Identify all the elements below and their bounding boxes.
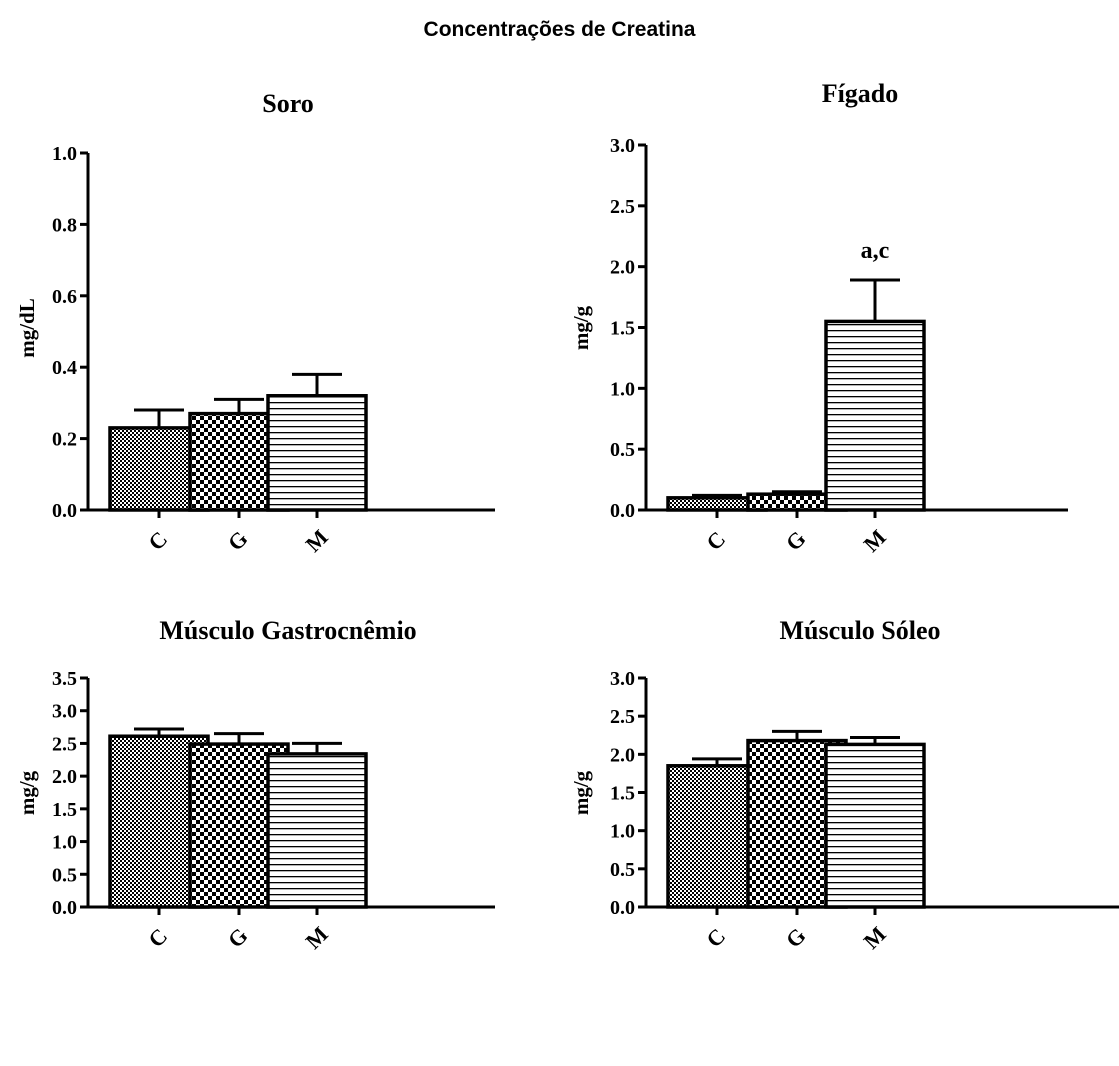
panel-3-y-tick-label: 3.5 (52, 668, 77, 690)
figure-title: Concentrações de Creatina (423, 18, 696, 41)
panel-4-category-label-C: C (701, 923, 730, 952)
panel-2-category-label-M: M (858, 524, 891, 557)
panel-4-y-tick-label: 3.0 (610, 668, 635, 690)
panel-2-category-label-C: C (701, 526, 730, 555)
panel-2-bar-M (824, 319, 926, 512)
panel-2-category-label-G: G (781, 526, 811, 556)
panel-2-y-tick-label: 3.0 (610, 135, 635, 157)
panel-1-bar-M (266, 394, 368, 512)
panel-1-y-tick-label: 0.6 (52, 286, 77, 308)
panel-3-category-label-C: C (143, 923, 172, 952)
panel-2-title: Fígado (822, 79, 899, 108)
panel-1-y-tick-label: 1.0 (52, 143, 77, 165)
panel-2-y-tick-label: 1.0 (610, 378, 635, 400)
panel-1-category-label-G: G (223, 526, 253, 556)
panel-2-y-tick-label: 0.5 (610, 439, 635, 461)
panel-3-y-tick-label: 1.0 (52, 832, 77, 854)
panel-1-category-label-M: M (300, 524, 333, 557)
panel-2-y-tick-label: 2.5 (610, 196, 635, 218)
panel-4-title: Músculo Sóleo (779, 616, 940, 645)
panel-3-y-tick-label: 3.0 (52, 701, 77, 723)
panel-3-bar-M (266, 752, 368, 909)
panel-1-y-tick-label: 0.0 (52, 500, 77, 522)
panel-3-y-tick-label: 1.5 (52, 799, 77, 821)
panel-2-annotation-M: a,c (861, 238, 890, 264)
panel-4-y-tick-label: 2.5 (610, 706, 635, 728)
panel-1-category-label-C: C (143, 526, 172, 555)
panel-1-title: Soro (262, 89, 314, 118)
panel-3-y-tick-label: 2.0 (52, 766, 77, 788)
panel-4-y-axis-label: mg/g (569, 770, 593, 815)
panel-3-category-label-G: G (223, 923, 253, 953)
panel-2-y-tick-label: 0.0 (610, 500, 635, 522)
panel-4-y-tick-label: 1.5 (610, 783, 635, 805)
panel-4-category-label-M: M (858, 921, 891, 954)
panel-2-y-axis-label: mg/g (569, 305, 593, 350)
panel-2-y-tick-label: 2.0 (610, 257, 635, 279)
panel-4-y-tick-label: 0.0 (610, 897, 635, 919)
panel-3-y-tick-label: 0.5 (52, 864, 77, 886)
panel-3-title: Músculo Gastrocnêmio (159, 616, 416, 645)
panel-1-y-tick-label: 0.2 (52, 429, 77, 451)
panel-4-bar-M (824, 742, 926, 909)
panel-3-category-label-M: M (300, 921, 333, 954)
panel-4-y-tick-label: 1.0 (610, 821, 635, 843)
panel-1-y-tick-label: 0.4 (52, 357, 77, 379)
panel-4-category-label-G: G (781, 923, 811, 953)
panel-4-y-tick-label: 2.0 (610, 744, 635, 766)
panel-3-y-tick-label: 2.5 (52, 733, 77, 755)
panel-4-y-tick-label: 0.5 (610, 859, 635, 881)
panel-1-y-tick-label: 0.8 (52, 214, 77, 236)
panel-2-y-tick-label: 1.5 (610, 318, 635, 340)
panel-3-y-tick-label: 0.0 (52, 897, 77, 919)
panel-3-y-axis-label: mg/g (15, 770, 39, 815)
panel-1-y-axis-label: mg/dL (15, 298, 39, 358)
